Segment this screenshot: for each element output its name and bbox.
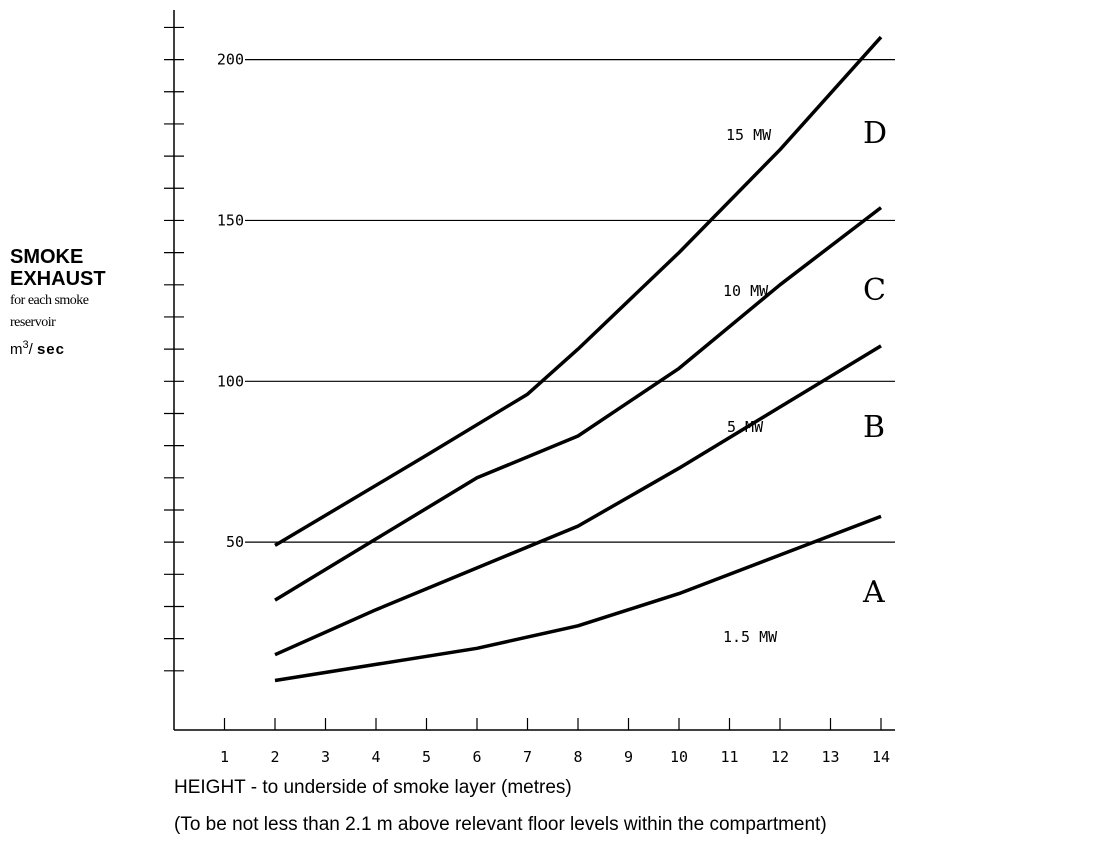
x-tick-label: 8 (573, 748, 582, 766)
unit-exponent: 3 (22, 339, 29, 351)
series-line-B (274, 344, 882, 657)
y-axis-label: SMOKE EXHAUST for each smoke reservoir m… (10, 246, 170, 361)
y-axis-ticks: 50 100 150 200 (164, 26, 244, 672)
curve-letter-A: A (862, 575, 885, 610)
x-tick-label: 12 (771, 748, 789, 766)
curve-letter-D: D (863, 116, 887, 151)
x-tick-label: 2 (270, 748, 279, 766)
series-label-D: 15 MW (726, 126, 772, 144)
y-tick-label: 50 (226, 533, 244, 551)
y-axis-label-line3: for each smoke (10, 293, 89, 308)
y-axis-label-line1: SMOKE (10, 246, 84, 268)
x-tick-label: 1 (220, 748, 229, 766)
y-tick-label: 100 (217, 372, 244, 390)
unit-sec: sec (36, 341, 65, 358)
unit-slash: / (28, 341, 37, 358)
x-tick-label: 5 (422, 748, 431, 766)
y-axis-label-line2: EXHAUST (10, 268, 106, 290)
x-tick-label: 7 (523, 748, 532, 766)
series-labels: 1.5 MW A 5 MW B 10 MW C 15 MW D (723, 116, 887, 646)
series-label-A: 1.5 MW (723, 628, 778, 646)
gridlines (245, 58, 895, 543)
curve-letter-B: B (863, 410, 885, 445)
y-axis-label-line4: reservoir (10, 315, 56, 330)
y-tick-label: 200 (217, 51, 244, 69)
series-line-C (274, 206, 883, 602)
unit-base: m (10, 341, 23, 358)
series-lines (274, 35, 883, 683)
axes (173, 10, 895, 731)
x-tick-label: 9 (624, 748, 633, 766)
series-line-D (274, 35, 883, 547)
y-axis-unit: m3/ sec (10, 334, 170, 361)
y-tick-label: 150 (217, 211, 244, 229)
curve-letter-C: C (863, 273, 886, 308)
x-tick-label: 4 (371, 748, 380, 766)
x-axis-label: HEIGHT - to underside of smoke layer (me… (174, 777, 572, 798)
x-tick-label: 11 (720, 748, 738, 766)
series-label-B: 5 MW (727, 418, 764, 436)
series-line-A (274, 514, 882, 683)
x-tick-label: 6 (472, 748, 481, 766)
x-axis-note: (To be not less than 2.1 m above relevan… (174, 814, 827, 835)
x-axis-ticks: 1 2 3 4 5 6 7 8 9 10 11 12 13 14 (220, 718, 890, 766)
x-tick-label: 13 (821, 748, 839, 766)
x-tick-label: 3 (321, 748, 330, 766)
x-tick-label: 14 (872, 748, 890, 766)
series-label-C: 10 MW (723, 282, 769, 300)
x-tick-label: 10 (670, 748, 688, 766)
